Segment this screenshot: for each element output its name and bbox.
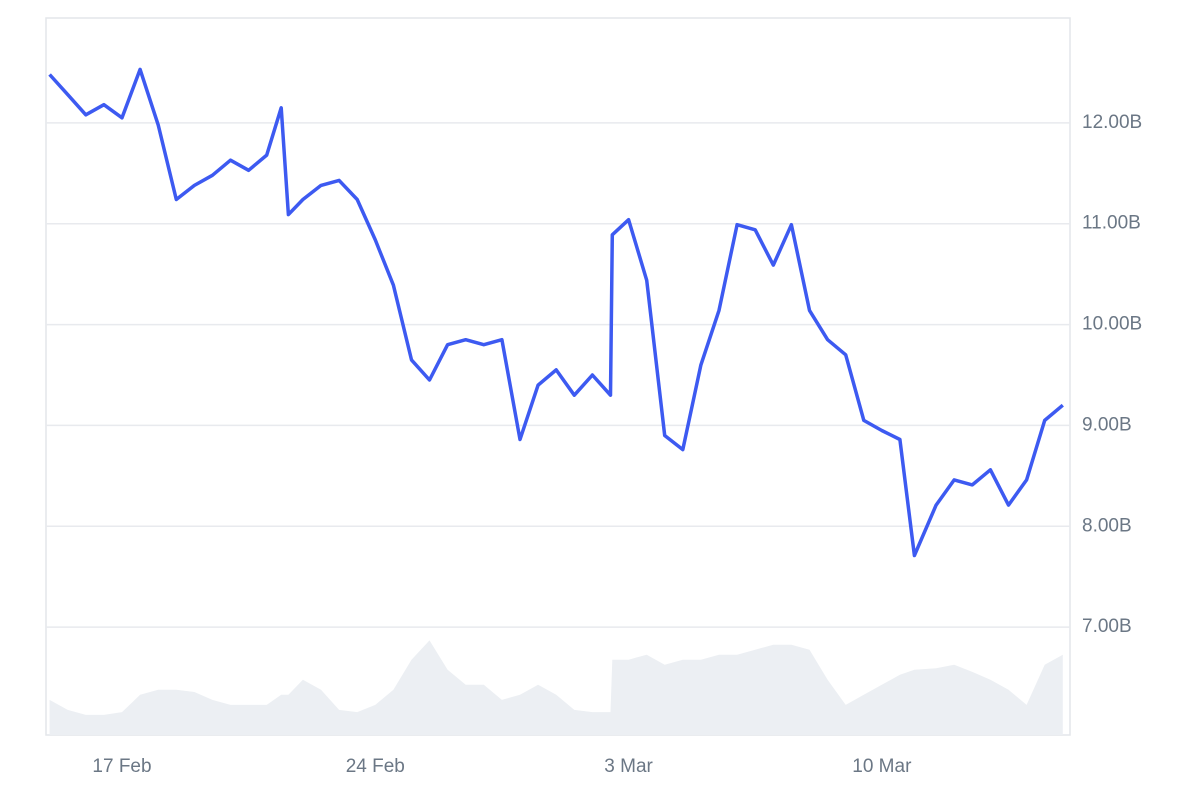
y-tick-label: 8.00B	[1082, 515, 1132, 536]
x-tick-label: 3 Mar	[604, 756, 653, 777]
volume-area	[49, 640, 1063, 735]
y-tick-label: 12.00B	[1082, 112, 1142, 133]
y-tick-label: 9.00B	[1082, 414, 1132, 435]
y-tick-label: 11.00B	[1082, 213, 1141, 234]
x-tick-label: 10 Mar	[852, 756, 912, 777]
x-tick-label: 24 Feb	[346, 756, 405, 777]
x-tick-label: 17 Feb	[92, 756, 151, 777]
y-tick-label: 10.00B	[1082, 314, 1142, 335]
price-line	[48, 67, 1064, 558]
y-tick-label: 7.00B	[1082, 616, 1132, 637]
